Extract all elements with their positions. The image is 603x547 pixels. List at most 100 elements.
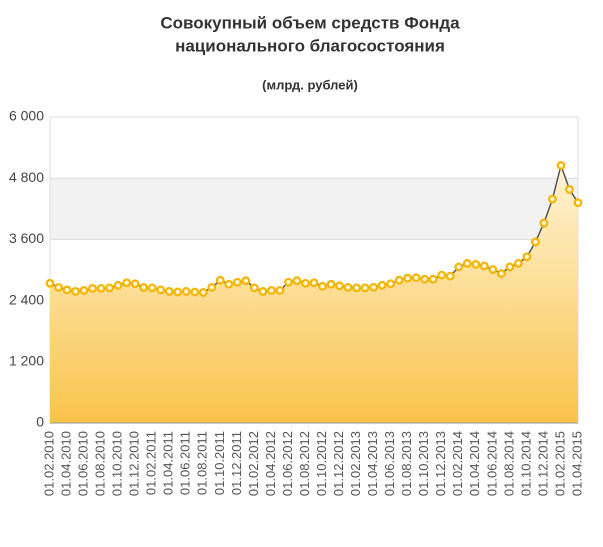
data-point — [267, 286, 276, 295]
y-tick-label: 0 — [36, 414, 44, 430]
area-fill — [50, 165, 578, 423]
data-point — [190, 287, 200, 297]
x-tick-label: 01.06.2010 — [76, 431, 91, 496]
x-tick-label: 01.02.2013 — [348, 431, 363, 496]
data-point — [488, 265, 498, 274]
data-point — [360, 283, 370, 293]
data-point — [122, 278, 132, 288]
data-point — [548, 194, 557, 204]
data-point — [352, 283, 361, 293]
x-tick-label: 01.08.2013 — [399, 431, 414, 496]
data-point — [428, 274, 438, 284]
data-point — [479, 261, 489, 271]
y-tick-label: 3 600 — [9, 230, 44, 246]
data-point — [164, 287, 174, 296]
x-tick-label: 01.02.2010 — [41, 431, 56, 496]
x-tick-label: 01.04.2011 — [161, 431, 176, 495]
data-point — [420, 274, 430, 284]
x-tick-label: 01.10.2012 — [314, 431, 329, 496]
chart-title: национального благосостояния — [175, 36, 445, 55]
data-point — [130, 279, 140, 289]
data-point — [224, 279, 234, 289]
y-tick-label: 1 200 — [9, 353, 44, 369]
x-tick-label: 01.04.2014 — [467, 431, 482, 496]
data-point — [284, 277, 293, 287]
data-point — [505, 262, 515, 272]
data-point — [496, 269, 506, 278]
data-point — [335, 281, 344, 291]
data-point — [556, 161, 566, 170]
data-point — [156, 285, 166, 295]
chart-title: Совокупный объем средств Фонда — [160, 13, 460, 32]
data-point — [79, 286, 89, 295]
x-tick-label: 01.04.2012 — [263, 431, 278, 496]
data-point — [232, 277, 242, 287]
x-tick-label: 01.04.2010 — [58, 431, 73, 496]
y-tick-label: 2 400 — [9, 291, 44, 307]
x-tick-label: 01.06.2014 — [484, 431, 499, 496]
x-tick-label: 01.12.2014 — [535, 431, 550, 496]
data-point — [531, 237, 540, 247]
data-point — [522, 252, 532, 262]
data-point — [113, 280, 123, 290]
data-point — [462, 258, 472, 268]
x-tick-label: 01.04.2015 — [569, 431, 584, 496]
x-tick-label: 01.08.2012 — [297, 431, 312, 496]
data-point — [565, 185, 574, 194]
data-point — [573, 198, 583, 208]
data-point — [147, 283, 157, 293]
data-point — [445, 271, 455, 281]
x-tick-label: 01.12.2011 — [229, 431, 244, 495]
x-tick-label: 01.10.2013 — [416, 431, 431, 496]
data-point — [207, 282, 217, 292]
x-tick-label: 01.06.2011 — [178, 431, 193, 495]
x-tick-label: 01.12.2013 — [433, 431, 448, 496]
x-tick-label: 01.02.2011 — [144, 431, 159, 495]
data-point — [301, 278, 310, 288]
x-tick-label: 01.06.2013 — [382, 431, 397, 496]
x-tick-label: 01.12.2012 — [331, 431, 346, 496]
data-point — [411, 273, 421, 283]
y-tick-label: 4 800 — [9, 169, 44, 185]
x-tick-label: 01.08.2014 — [501, 431, 516, 496]
data-point — [437, 270, 447, 280]
data-point — [394, 275, 404, 285]
data-point — [275, 286, 285, 295]
chart-subtitle: (млрд. рублей) — [262, 77, 358, 92]
x-tick-label: 01.12.2010 — [127, 431, 142, 496]
data-point — [173, 287, 183, 297]
data-point — [403, 273, 413, 283]
data-point — [96, 283, 106, 293]
data-point — [326, 279, 336, 289]
x-tick-label: 01.08.2011 — [195, 431, 210, 495]
data-point — [45, 278, 55, 288]
data-point — [377, 280, 387, 290]
x-tick-label: 01.10.2010 — [110, 431, 125, 496]
data-point — [198, 288, 208, 297]
x-tick-label: 01.10.2011 — [212, 431, 227, 495]
data-point — [105, 283, 115, 293]
x-tick-label: 01.02.2014 — [450, 431, 465, 496]
data-point — [318, 281, 327, 291]
data-point — [62, 285, 72, 295]
data-point — [181, 287, 191, 296]
data-point — [241, 276, 251, 286]
data-point — [54, 282, 63, 292]
plot-band — [50, 178, 578, 240]
data-point — [249, 283, 259, 293]
data-point — [386, 279, 396, 289]
x-tick-label: 01.08.2010 — [93, 431, 108, 496]
data-point — [292, 276, 302, 286]
data-point — [88, 283, 97, 293]
data-point — [215, 275, 225, 285]
data-point — [139, 282, 149, 292]
data-point — [258, 287, 268, 296]
data-point — [539, 218, 549, 228]
data-point — [343, 282, 353, 292]
data-point — [369, 282, 379, 292]
x-tick-label: 01.10.2014 — [518, 431, 533, 496]
x-tick-label: 01.02.2015 — [552, 431, 567, 496]
x-tick-label: 01.06.2012 — [280, 431, 295, 496]
data-point — [513, 258, 523, 268]
